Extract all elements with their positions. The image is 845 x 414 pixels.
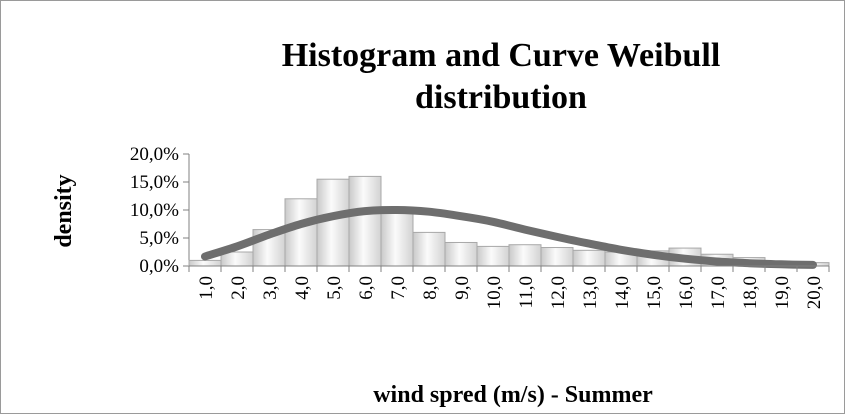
histogram-bar	[412, 231, 446, 267]
y-axis: 0,0% 5,0% 10,0% 15,0% 20,0%	[130, 144, 190, 277]
x-axis-title: wind spred (m/s) - Summer	[373, 382, 653, 408]
x-axis: 1,0 2,0 3,0 4,0 5,0 6,0 7,0 8,0 9,0 10,0 11,0 12,0 1…	[188, 265, 830, 309]
x-tick-label: 18,0	[740, 276, 761, 309]
x-tick-label: 10,0	[484, 276, 505, 309]
histogram-bar	[284, 198, 318, 267]
x-tick-label: 12,0	[548, 276, 569, 309]
x-tick-label: 13,0	[580, 276, 601, 309]
x-tick-label: 11,0	[516, 276, 537, 309]
y-tick-label: 0,0%	[139, 256, 179, 277]
x-tick-label: 3,0	[260, 276, 281, 300]
x-tick-label: 16,0	[676, 276, 697, 309]
x-tick-label: 15,0	[644, 276, 665, 309]
x-tick-label: 1,0	[196, 276, 217, 300]
y-tick-label: 20,0%	[130, 144, 179, 165]
x-tick-label: 8,0	[420, 276, 441, 300]
x-tick-label: 5,0	[324, 276, 345, 300]
y-tick-label: 5,0%	[139, 228, 179, 249]
x-tick-label: 7,0	[388, 276, 409, 300]
x-tick-label: 9,0	[452, 276, 473, 300]
histogram-bar	[572, 249, 606, 267]
chart-title-line-1: Histogram and Curve Weibull	[282, 37, 721, 74]
x-tick-label: 2,0	[228, 276, 249, 300]
x-tick-label: 6,0	[356, 276, 377, 300]
y-tick-label: 15,0%	[130, 172, 179, 193]
histogram-bar	[444, 241, 478, 267]
histogram-bar	[348, 175, 382, 267]
histogram-bar	[188, 259, 222, 267]
weibull-curve	[201, 205, 817, 269]
x-tick-label: 4,0	[292, 276, 313, 300]
weibull-curve-line	[201, 205, 817, 269]
y-axis-title: density	[51, 174, 77, 247]
x-tick-label: 17,0	[708, 276, 729, 309]
x-tick-label: 14,0	[612, 276, 633, 309]
histogram-bar	[508, 244, 542, 267]
x-tick-label: 19,0	[772, 276, 793, 309]
histogram-bars	[188, 175, 830, 267]
x-tick-label: 20,0	[804, 276, 825, 309]
y-tick-label: 10,0%	[130, 200, 179, 221]
histogram-bar	[476, 245, 510, 267]
histogram-bar	[380, 212, 414, 267]
chart-title-line-2: distribution	[415, 79, 587, 116]
histogram-bar	[540, 247, 574, 267]
